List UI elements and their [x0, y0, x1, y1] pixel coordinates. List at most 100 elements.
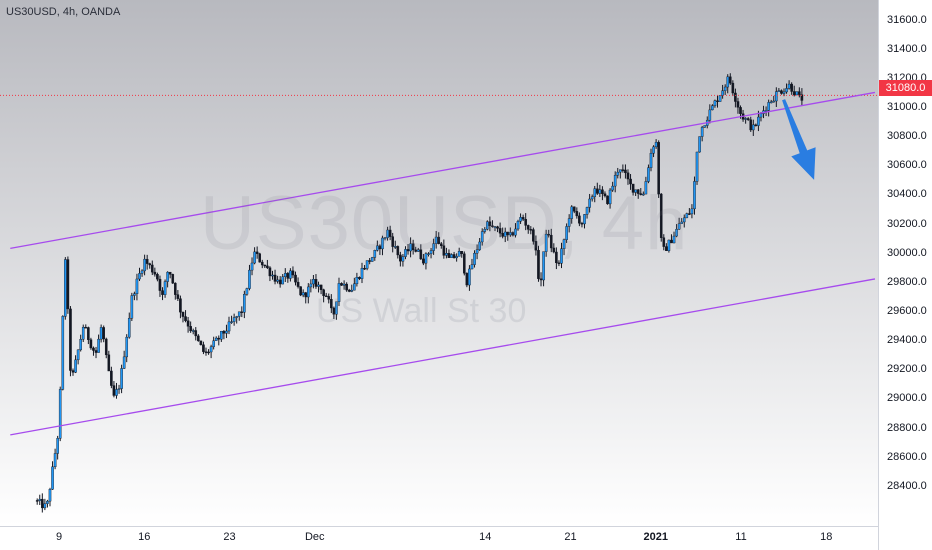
candle-body: [583, 214, 586, 225]
candle-body: [616, 171, 620, 176]
candle-body: [199, 340, 203, 345]
candle-body: [526, 225, 530, 230]
candle-body: [498, 228, 502, 234]
candle-body: [153, 271, 157, 275]
symbol-label[interactable]: US30USD, 4h, OANDA: [6, 6, 121, 18]
candle-body: [667, 239, 671, 251]
candle-body: [432, 243, 435, 251]
candle-body: [388, 229, 392, 237]
candle-body: [723, 86, 727, 91]
candle-body: [450, 254, 453, 258]
candle-body: [634, 189, 637, 193]
candle-body: [475, 249, 479, 254]
candle-body: [439, 243, 443, 246]
candle-body: [744, 118, 747, 120]
candle-body: [138, 273, 141, 280]
price-tick-label: 30000.0: [887, 246, 927, 259]
candle-body: [659, 193, 663, 238]
candle-body: [654, 142, 658, 148]
candle-body: [255, 251, 259, 254]
candle-body: [437, 236, 441, 244]
candle-body: [777, 90, 781, 92]
candle-body: [603, 193, 607, 197]
candle-body: [557, 262, 561, 265]
candle-body: [401, 256, 405, 262]
candle-body: [186, 320, 190, 327]
candle-body: [642, 193, 645, 196]
candle-body: [48, 489, 52, 502]
candle-body: [483, 228, 487, 232]
drawings-layer: [0, 91, 878, 436]
price-tick-label: 30400.0: [887, 188, 927, 201]
candle-body: [179, 298, 182, 313]
candle-body: [309, 283, 313, 288]
candle-body: [785, 88, 788, 93]
candle-body: [470, 264, 474, 270]
candle-body: [570, 206, 574, 219]
candle-body: [306, 286, 310, 298]
candle-body: [278, 279, 282, 285]
candle-body: [680, 221, 683, 224]
candle-body: [636, 189, 640, 194]
candle-body: [562, 239, 566, 249]
candle-body: [601, 189, 604, 194]
candle-body: [347, 289, 351, 292]
candle-body: [496, 226, 499, 229]
candle-body: [787, 83, 791, 89]
candle-body: [156, 274, 159, 280]
candle-body: [176, 294, 180, 299]
candle-body: [682, 217, 686, 223]
candle-body: [314, 279, 318, 287]
candle-body: [511, 232, 515, 236]
candle-body: [115, 389, 118, 396]
candle-body: [350, 289, 354, 292]
candle-body: [117, 388, 121, 390]
candle-body: [301, 292, 305, 296]
candle-body: [324, 295, 328, 298]
candle-body: [84, 326, 88, 329]
candle-body: [130, 295, 134, 319]
candle-body: [800, 94, 804, 101]
candle-body: [422, 258, 425, 264]
candle-body: [752, 124, 755, 131]
candle-body: [250, 262, 254, 271]
candle-body: [693, 181, 696, 210]
candle-body: [427, 253, 430, 255]
candle-body: [488, 221, 492, 226]
candle-body: [286, 273, 290, 279]
candle-body: [639, 193, 643, 195]
candle-body: [552, 247, 556, 253]
candle-body: [578, 215, 581, 224]
candle-body: [759, 113, 763, 118]
candle-body: [122, 356, 126, 369]
candle-body: [780, 90, 783, 94]
candle-body: [232, 317, 236, 322]
candle-body: [572, 206, 576, 212]
candle-body: [631, 183, 635, 193]
candle-body: [611, 185, 614, 191]
candle-body: [406, 249, 410, 252]
candle-body: [330, 299, 333, 309]
candle-body: [46, 500, 49, 504]
candle-body: [299, 286, 302, 296]
candle-body: [700, 127, 704, 137]
candle-body: [235, 316, 238, 318]
candle-body: [263, 264, 267, 267]
channel-lower-line: [10, 278, 876, 436]
candle-body: [649, 152, 653, 168]
candle-body: [197, 335, 200, 342]
candle-body: [782, 91, 786, 94]
candle-body: [404, 249, 407, 257]
candle-body: [391, 236, 394, 247]
price-tick-label: 29800.0: [887, 275, 927, 288]
candle-body: [792, 91, 796, 96]
candle-body: [764, 110, 768, 112]
candle-body: [708, 109, 712, 121]
candle-body: [662, 237, 666, 247]
candle-body: [455, 256, 458, 259]
time-tick-label: 21: [564, 531, 577, 543]
candle-body: [87, 327, 90, 340]
candle-body: [757, 116, 760, 126]
candle-body: [647, 167, 650, 182]
candle-body: [304, 292, 308, 298]
